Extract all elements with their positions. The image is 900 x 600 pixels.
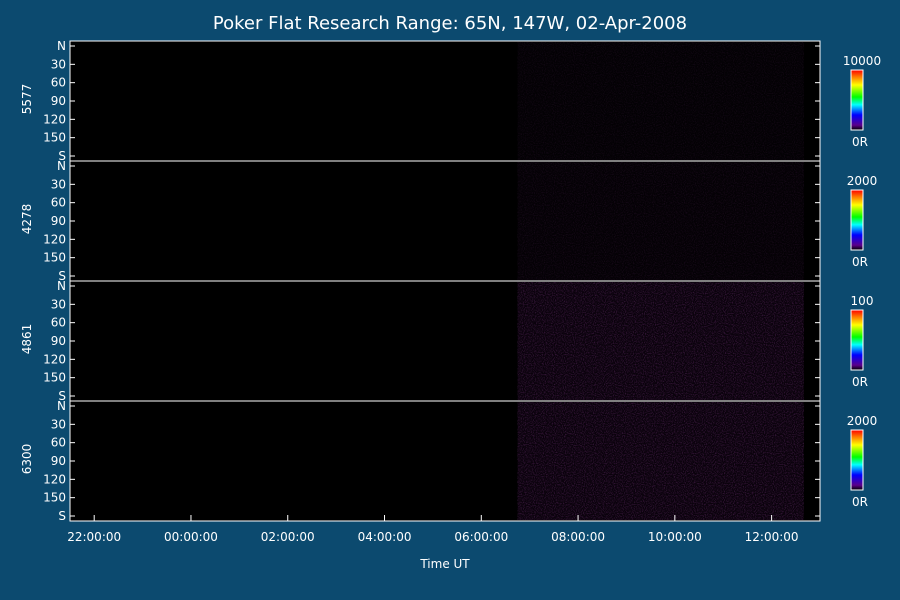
colorbar — [850, 429, 864, 491]
y-tick-label: 120 — [43, 232, 66, 246]
y-tick-label: N — [57, 159, 66, 173]
colorbar-min-label: 0R — [852, 495, 868, 509]
y-tick-label: 30 — [51, 177, 66, 191]
y-tick-label: 90 — [51, 334, 66, 348]
y-tick-label: 150 — [43, 251, 66, 265]
colorbar-max-label: 2000 — [847, 414, 878, 428]
y-tick-label: 90 — [51, 214, 66, 228]
y-tick-label: 150 — [43, 131, 66, 145]
chart-title: Poker Flat Research Range: 65N, 147W, 02… — [213, 13, 687, 34]
colorbar-min-label: 0R — [852, 375, 868, 389]
y-tick-label: 120 — [43, 472, 66, 486]
x-tick-label: 04:00:00 — [358, 530, 412, 544]
y-tick-label: S — [58, 149, 66, 163]
y-tick-label: 60 — [51, 76, 66, 90]
y-tick-label: S — [58, 389, 66, 403]
colorbar — [850, 309, 864, 371]
x-tick-label: 06:00:00 — [454, 530, 508, 544]
panel-label-5577: 5577 — [20, 84, 34, 115]
y-tick-label: 150 — [43, 491, 66, 505]
colorbar-max-label: 100 — [851, 294, 874, 308]
y-tick-label: S — [58, 509, 66, 523]
x-tick-label: 00:00:00 — [164, 530, 218, 544]
x-tick-label: 22:00:00 — [67, 530, 121, 544]
y-tick-label: 120 — [43, 112, 66, 126]
colorbar-max-label: 2000 — [847, 174, 878, 188]
plot-area: 5577 N 30 60 90 120 150 S 10000 0R 4278 N 30 60 90 120 1… — [20, 39, 881, 544]
panel-data-noise — [517, 402, 804, 520]
colorbar-min-label: 0R — [852, 135, 868, 149]
colorbar-max-label: 10000 — [843, 54, 881, 68]
x-tick-label: 12:00:00 — [745, 530, 799, 544]
x-tick-label: 08:00:00 — [551, 530, 605, 544]
y-tick-label: S — [58, 269, 66, 283]
panel-label-4861: 4861 — [20, 324, 34, 355]
x-tick-label: 02:00:00 — [261, 530, 315, 544]
panel-label-6300: 6300 — [20, 444, 34, 475]
y-tick-label: N — [57, 399, 66, 413]
panel-data-noise — [517, 162, 804, 280]
colorbar — [850, 189, 864, 251]
y-tick-label: 30 — [51, 417, 66, 431]
panel-label-4278: 4278 — [20, 204, 34, 235]
y-tick-label: 30 — [51, 297, 66, 311]
y-tick-label: 150 — [43, 371, 66, 385]
colorbar — [850, 69, 864, 131]
x-axis-label: Time UT — [419, 557, 470, 571]
y-tick-label: 60 — [51, 436, 66, 450]
y-tick-label: 90 — [51, 454, 66, 468]
y-tick-label: 90 — [51, 94, 66, 108]
y-tick-label: 60 — [51, 316, 66, 330]
x-tick-label: 10:00:00 — [648, 530, 702, 544]
y-tick-label: 120 — [43, 352, 66, 366]
y-tick-label: 60 — [51, 196, 66, 210]
y-tick-label: 30 — [51, 57, 66, 71]
y-tick-label: N — [57, 39, 66, 53]
panel-data-noise — [517, 42, 804, 160]
panel-data-noise — [517, 282, 804, 400]
colorbar-min-label: 0R — [852, 255, 868, 269]
y-tick-label: N — [57, 279, 66, 293]
